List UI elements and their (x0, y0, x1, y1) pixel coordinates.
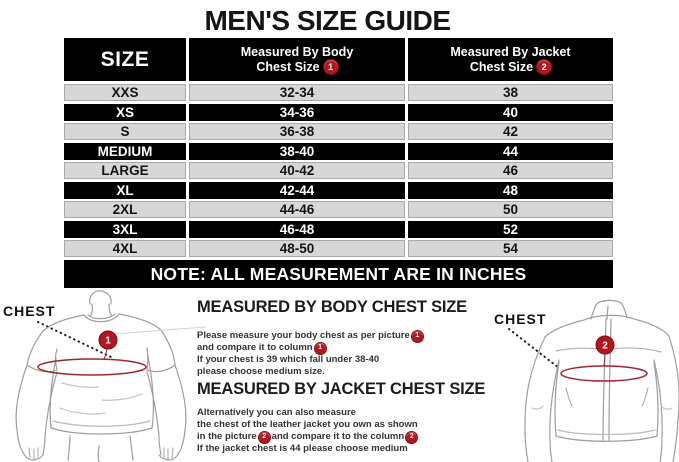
svg-text:1: 1 (105, 336, 111, 347)
size-table-cell-3xl-jacket_chest: 52 (408, 220, 613, 238)
jacket-measure-section: MEASURED BY JACKET CHEST SIZE Alternativ… (197, 380, 497, 455)
jacket-instruction-line: the chest of the leather jacket you own … (197, 419, 418, 430)
figure-badge-1: 1 (98, 330, 118, 350)
body-instruction-line: and compare it to column 1 (197, 342, 497, 354)
header-jacket-line2: Chest Size (469, 59, 534, 74)
body-instruction-line: Please measure your body chest as per pi… (197, 330, 497, 342)
figure-badge-2: 2 (595, 335, 615, 355)
inline-badge-2-icon: 2 (406, 431, 418, 443)
chest-label-body: CHEST (3, 303, 56, 319)
size-table-cell-xxs-jacket_chest: 38 (408, 84, 613, 101)
jacket-measure-instructions: Alternatively you can also measure the c… (197, 407, 497, 455)
body-measure-heading: MEASURED BY BODY CHEST SIZE (197, 298, 467, 316)
size-table-cell-3xl-body_chest: 46-48 (189, 220, 405, 238)
chest-arrow-body (37, 321, 112, 358)
tshirt-figure (15, 290, 207, 462)
size-table-cell-medium-size: MEDIUM (64, 142, 186, 160)
jacket-measure-heading: MEASURED BY JACKET CHEST SIZE (197, 380, 486, 398)
size-table-cell-xxs-size: XXS (64, 84, 186, 101)
page-title: MEN'S SIZE GUIDE (204, 5, 451, 36)
header-size-label: SIZE (100, 48, 150, 71)
size-table-header: SIZE Measured By Body Chest Size 1 Measu… (64, 38, 613, 81)
svg-text:2: 2 (602, 341, 608, 352)
size-table-cell-xl-body_chest: 42-44 (189, 181, 405, 199)
size-table-cell-xs-size: XS (64, 103, 186, 121)
chest-measure-ellipse-body (37, 358, 147, 376)
size-table: SIZE Measured By Body Chest Size 1 Measu… (64, 38, 613, 288)
size-table-cell-2xl-jacket_chest: 50 (408, 201, 613, 218)
body-instruction-line: If your chest is 39 which fall under 38-… (197, 354, 380, 365)
size-table-cell-xxs-body_chest: 32-34 (189, 84, 405, 101)
size-table-cell-s-body_chest: 36-38 (189, 123, 405, 140)
body-measure-instructions: Please measure your body chest as per pi… (197, 330, 497, 378)
chest-label-jacket: CHEST (494, 311, 547, 327)
size-table-cell-large-body_chest: 40-42 (189, 162, 405, 179)
size-table-cell-xl-jacket_chest: 48 (408, 181, 613, 199)
body-measure-section: MEASURED BY BODY CHEST SIZE Please measu… (197, 298, 497, 378)
badge-leader-line-jacket (603, 353, 606, 367)
header-body-line2: Chest Size (256, 59, 320, 74)
inline-badge-1-icon: 1 (314, 342, 326, 354)
inline-badge-1-icon: 1 (411, 330, 423, 342)
badge-leader-line-body (103, 348, 108, 361)
figures-illustration: 1 2 (15, 290, 679, 462)
size-table-cell-xl-size: XL (64, 181, 186, 199)
jacket-instruction-line: in the picture 2 and compare it to the c… (197, 431, 497, 443)
header-body-chest: Measured By Body Chest Size 1 (189, 38, 405, 81)
size-table-cell-4xl-body_chest: 48-50 (189, 240, 405, 257)
size-table-cell-2xl-size: 2XL (64, 201, 186, 218)
jacket-figure (524, 299, 679, 462)
jacket-instruction-line: Alternatively you can also measure (197, 407, 356, 418)
size-table-cell-2xl-body_chest: 44-46 (189, 201, 405, 218)
note-bar: NOTE: ALL MEASUREMENT ARE IN INCHES (64, 260, 613, 288)
note-text: NOTE: ALL MEASUREMENT ARE IN INCHES (150, 263, 527, 284)
header-size: SIZE (64, 38, 186, 81)
header-jacket-line1: Measured By Jacket (450, 44, 571, 59)
size-table-cell-3xl-size: 3XL (64, 220, 186, 238)
header-jacket-chest: Measured By Jacket Chest Size 2 (408, 38, 613, 81)
size-table-cell-medium-jacket_chest: 44 (408, 142, 613, 160)
size-table-cell-large-size: LARGE (64, 162, 186, 179)
size-table-cell-xs-body_chest: 34-36 (189, 103, 405, 121)
inline-badge-2-icon: 2 (258, 431, 270, 443)
size-table-cell-4xl-jacket_chest: 54 (408, 240, 613, 257)
chest-arrow-jacket (508, 328, 560, 369)
size-table-cell-xs-jacket_chest: 40 (408, 103, 613, 121)
size-table-cell-large-jacket_chest: 46 (408, 162, 613, 179)
size-table-cell-s-jacket_chest: 42 (408, 123, 613, 140)
size-table-cell-s-size: S (64, 123, 186, 140)
header-body-line1: Measured By Body (240, 44, 354, 59)
size-table-cell-medium-body_chest: 38-40 (189, 142, 405, 160)
body-instruction-line: please choose medium size. (197, 366, 325, 377)
jacket-instruction-line: If the jacket chest is 44 please choose … (197, 443, 408, 454)
badge-1-icon: 1 (323, 60, 338, 74)
badge-2-icon: 2 (537, 60, 552, 74)
size-table-body: XXS 32-34 38 XS 34-36 40 S 36-38 42 MEDIUM 38-40 44… (64, 84, 613, 257)
size-table-cell-4xl-size: 4XL (64, 240, 186, 257)
